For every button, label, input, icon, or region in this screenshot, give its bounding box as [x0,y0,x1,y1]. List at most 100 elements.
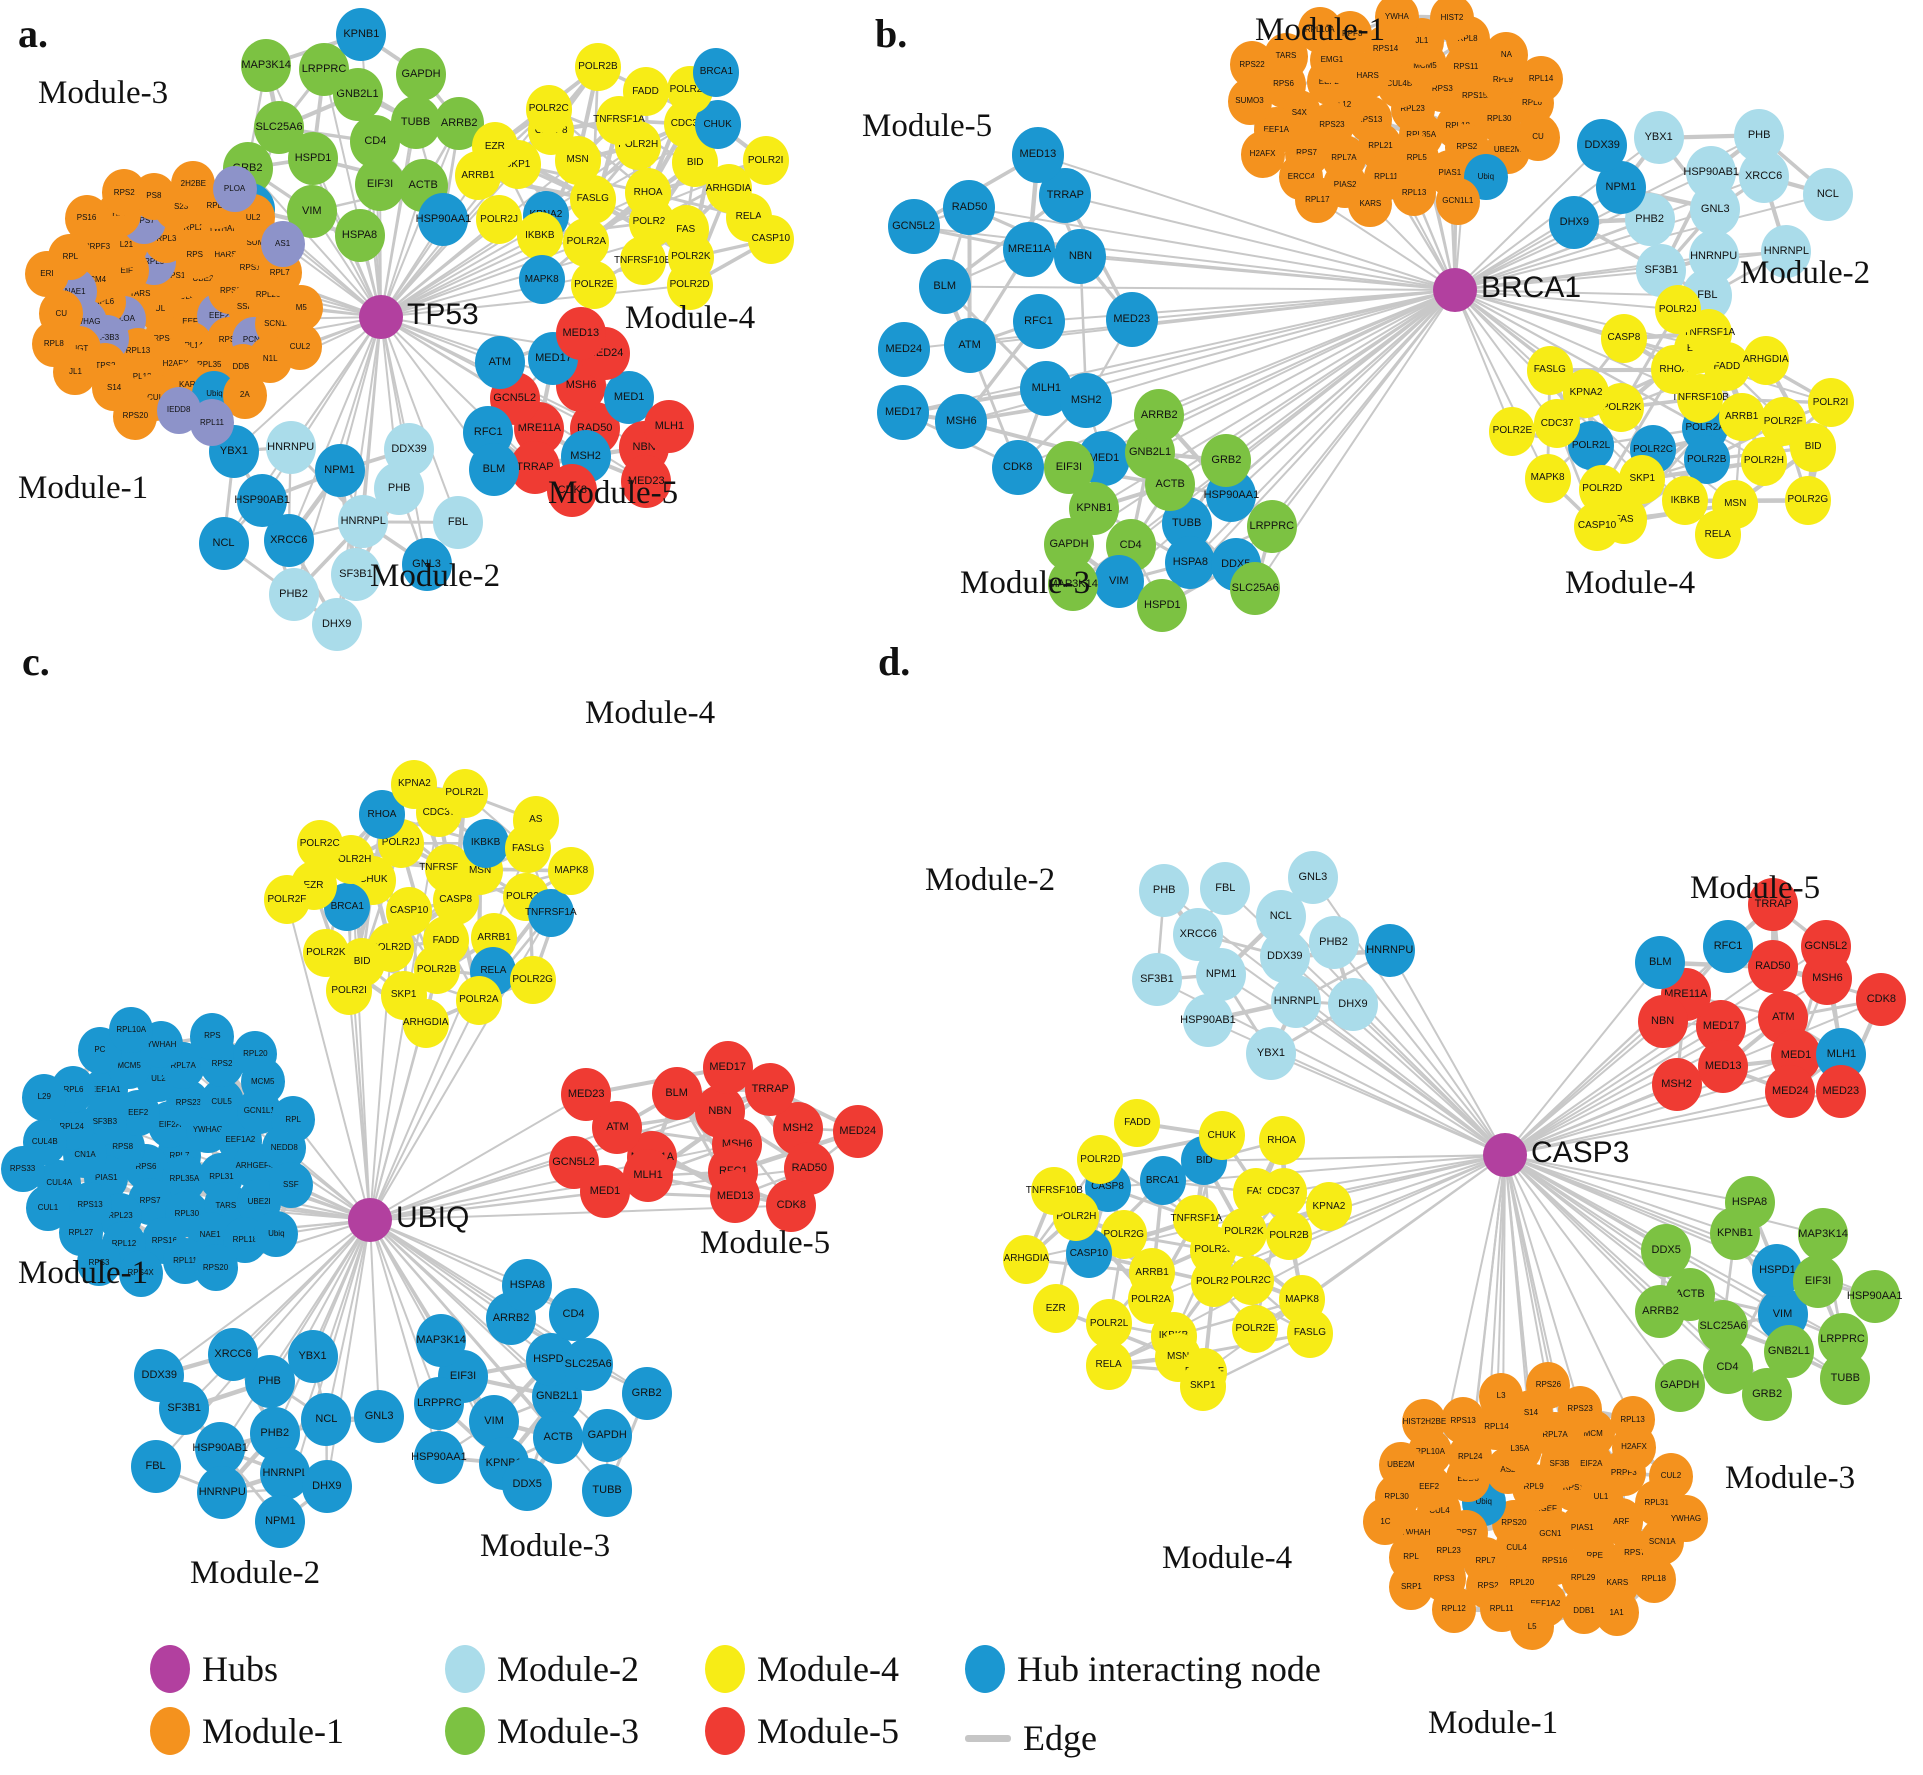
d-m1-node-ube2m[interactable]: UBE2M [1378,1441,1423,1489]
a-hub-tp53[interactable] [359,295,403,339]
a-m1-node-eri[interactable]: ERI [24,250,69,298]
b-m3-node-hspd1[interactable]: HSPD1 [1137,579,1188,633]
d-m1-node-l3[interactable]: L3 [1479,1373,1524,1420]
d-m5-node-med23[interactable]: MED23 [1815,1064,1866,1118]
a-m1-node-cul2[interactable]: CUL2 [277,323,322,371]
a-m2-node-fbl[interactable]: FBL [433,495,483,549]
b-m1-node-rpl14[interactable]: RPL14 [1519,55,1564,103]
d-m4-node-rhoa[interactable]: RHOA [1258,1116,1305,1165]
b-m4-node-polr2e[interactable]: POLR2E [1489,406,1536,456]
d-m1-node-rpl13[interactable]: RPL13 [1610,1396,1655,1443]
b-m2-node-phb[interactable]: PHB [1734,108,1785,162]
b-m4-node-arhgdia[interactable]: ARHGDIA [1742,335,1789,385]
b-m5-node-atm[interactable]: ATM [943,317,996,373]
a-m1-node-ps16[interactable]: PS16 [64,194,109,242]
c-m4-node-ikbkb[interactable]: IKBKB [462,818,509,868]
d-m5-node-nbn[interactable]: NBN [1637,995,1688,1049]
d-m2-node-phb[interactable]: PHB [1139,864,1190,918]
a-m5-node-blm[interactable]: BLM [468,442,519,496]
b-m4-node-casp8[interactable]: CASP8 [1600,313,1647,363]
b-m3-node-eif3i[interactable]: EIF3I [1043,441,1094,495]
d-m4-node-fadd[interactable]: FADD [1114,1098,1161,1148]
c-m1-node-rpl20[interactable]: RPL20 [233,1030,278,1078]
b-m1-node-cu[interactable]: CU [1516,113,1561,161]
a-m2-node-dhx9[interactable]: DHX9 [311,597,362,651]
c-m4-node-polr2i[interactable]: POLR2I [326,966,373,1016]
c-m2-node-ncl[interactable]: NCL [301,1393,352,1446]
b-m2-node-ncl[interactable]: NCL [1802,167,1853,221]
d-m4-node-arhgdia[interactable]: ARHGDIA [1003,1234,1050,1284]
c-m1-node-rps4x[interactable]: RPS4X [118,1249,163,1297]
d-m5-node-med24[interactable]: MED24 [1765,1065,1816,1119]
b-m4-node-mapk8[interactable]: MAPK8 [1524,453,1571,503]
a-m4-node-mapk8[interactable]: MAPK8 [518,255,565,305]
a-m2-node-phb2[interactable]: PHB2 [268,568,319,622]
a-m4-node-polr2c[interactable]: POLR2C [525,85,572,134]
a-m1-node-rpl11[interactable]: RPL11 [189,399,234,447]
c-m4-node-as[interactable]: AS [512,796,559,845]
b-m2-node-ybx1[interactable]: YBX1 [1633,111,1684,165]
a-m4-node-polr2j[interactable]: POLR2J [476,195,523,245]
a-m1-node-rps20[interactable]: RPS20 [113,392,158,440]
d-m4-node-rela[interactable]: RELA [1085,1340,1132,1390]
d-m5-node-rad50[interactable]: RAD50 [1747,940,1798,994]
c-m3-node-hspa8[interactable]: HSPA8 [502,1258,553,1312]
b-m4-node-faslg[interactable]: FASLG [1526,345,1573,395]
d-m5-node-rfc1[interactable]: RFC1 [1703,919,1754,973]
b-m4-node-polr2g[interactable]: POLR2G [1784,476,1831,525]
a-m4-node-ikbkb[interactable]: IKBKB [516,211,563,261]
b-m4-node-polr2i[interactable]: POLR2I [1807,378,1854,428]
c-hub-ubiq[interactable] [348,1198,392,1242]
d-m1-node-srp1[interactable]: SRP1 [1389,1563,1434,1611]
c-m5-node-blm[interactable]: BLM [651,1066,702,1120]
b-m5-node-msh2[interactable]: MSH2 [1060,373,1113,429]
c-m3-node-gapdh[interactable]: GAPDH [582,1408,633,1462]
b-m5-node-msh6[interactable]: MSH6 [935,394,988,450]
c-m5-node-med1[interactable]: MED1 [580,1165,630,1219]
d-m1-node-rps13[interactable]: RPS13 [1441,1397,1486,1444]
c-m5-node-med24[interactable]: MED24 [832,1104,883,1158]
a-m3-node-hsp90aa1[interactable]: HSP90AA1 [416,193,471,247]
d-m4-node-polr2c[interactable]: POLR2C [1227,1256,1274,1306]
b-m5-node-blm[interactable]: BLM [918,259,971,315]
b-m5-node-rfc1[interactable]: RFC1 [1012,293,1065,349]
d-m2-node-sf3b1[interactable]: SF3B1 [1131,953,1182,1007]
a-m3-node-map3k14[interactable]: MAP3K14 [241,38,292,92]
c-m1-node-rps33[interactable]: RPS33 [0,1145,45,1193]
c-m1-node-rps20[interactable]: RPS20 [193,1244,238,1291]
d-m3-node-ddx5[interactable]: DDX5 [1641,1223,1692,1277]
c-m5-node-nbn[interactable]: NBN [694,1085,745,1139]
c-m1-node-ubiq[interactable]: Ubiq [254,1210,299,1258]
b-m4-node-cdc37[interactable]: CDC37 [1534,399,1581,448]
c-m2-node-gnl3[interactable]: GNL3 [354,1389,405,1443]
d-m2-node-xrcc6[interactable]: XRCC6 [1173,907,1224,961]
c-m1-node-l29[interactable]: L29 [22,1073,67,1121]
d-m4-node-polr2b[interactable]: POLR2B [1266,1211,1313,1261]
d-m3-node-tubb[interactable]: TUBB [1820,1352,1871,1406]
d-m4-node-faslg[interactable]: FASLG [1286,1308,1333,1358]
b-m3-node-slc25a6[interactable]: SLC25A6 [1230,561,1281,615]
d-hub-casp3[interactable] [1483,1133,1527,1177]
b-m4-node-bid[interactable]: BID [1790,422,1837,472]
d-m4-node-cdc37[interactable]: CDC37 [1260,1168,1307,1217]
b-m4-node-casp10[interactable]: CASP10 [1574,501,1621,551]
c-m5-node-cdk8[interactable]: CDK8 [766,1178,817,1232]
c-m2-node-fbl[interactable]: FBL [130,1440,181,1494]
a-m4-node-polr2b[interactable]: POLR2B [575,42,621,92]
a-m2-node-hnrnpu[interactable]: HNRNPU [265,420,316,474]
a-m2-node-hsp90ab1[interactable]: HSP90AB1 [234,474,290,528]
d-m3-node-eif3i[interactable]: EIF3I [1793,1255,1844,1309]
b-m5-node-med17[interactable]: MED17 [877,385,930,441]
c-m5-node-trrap[interactable]: TRRAP [745,1062,796,1116]
b-m2-node-dhx9[interactable]: DHX9 [1549,195,1600,249]
a-m5-node-mlh1[interactable]: MLH1 [644,399,695,453]
c-m4-node-kpna2[interactable]: KPNA2 [391,759,438,809]
a-m2-node-ddx39[interactable]: DDX39 [384,422,435,476]
c-m3-node-ddx5[interactable]: DDX5 [502,1457,553,1511]
b-m3-node-vim[interactable]: VIM [1093,555,1144,609]
c-m1-node-rpl10a[interactable]: RPL10A [109,1006,154,1054]
c-m5-node-med17[interactable]: MED17 [702,1041,753,1095]
d-m3-node-map3k14[interactable]: MAP3K14 [1798,1208,1849,1262]
c-m5-node-med13[interactable]: MED13 [710,1170,761,1224]
c-m4-node-polr2a[interactable]: POLR2A [455,976,502,1025]
